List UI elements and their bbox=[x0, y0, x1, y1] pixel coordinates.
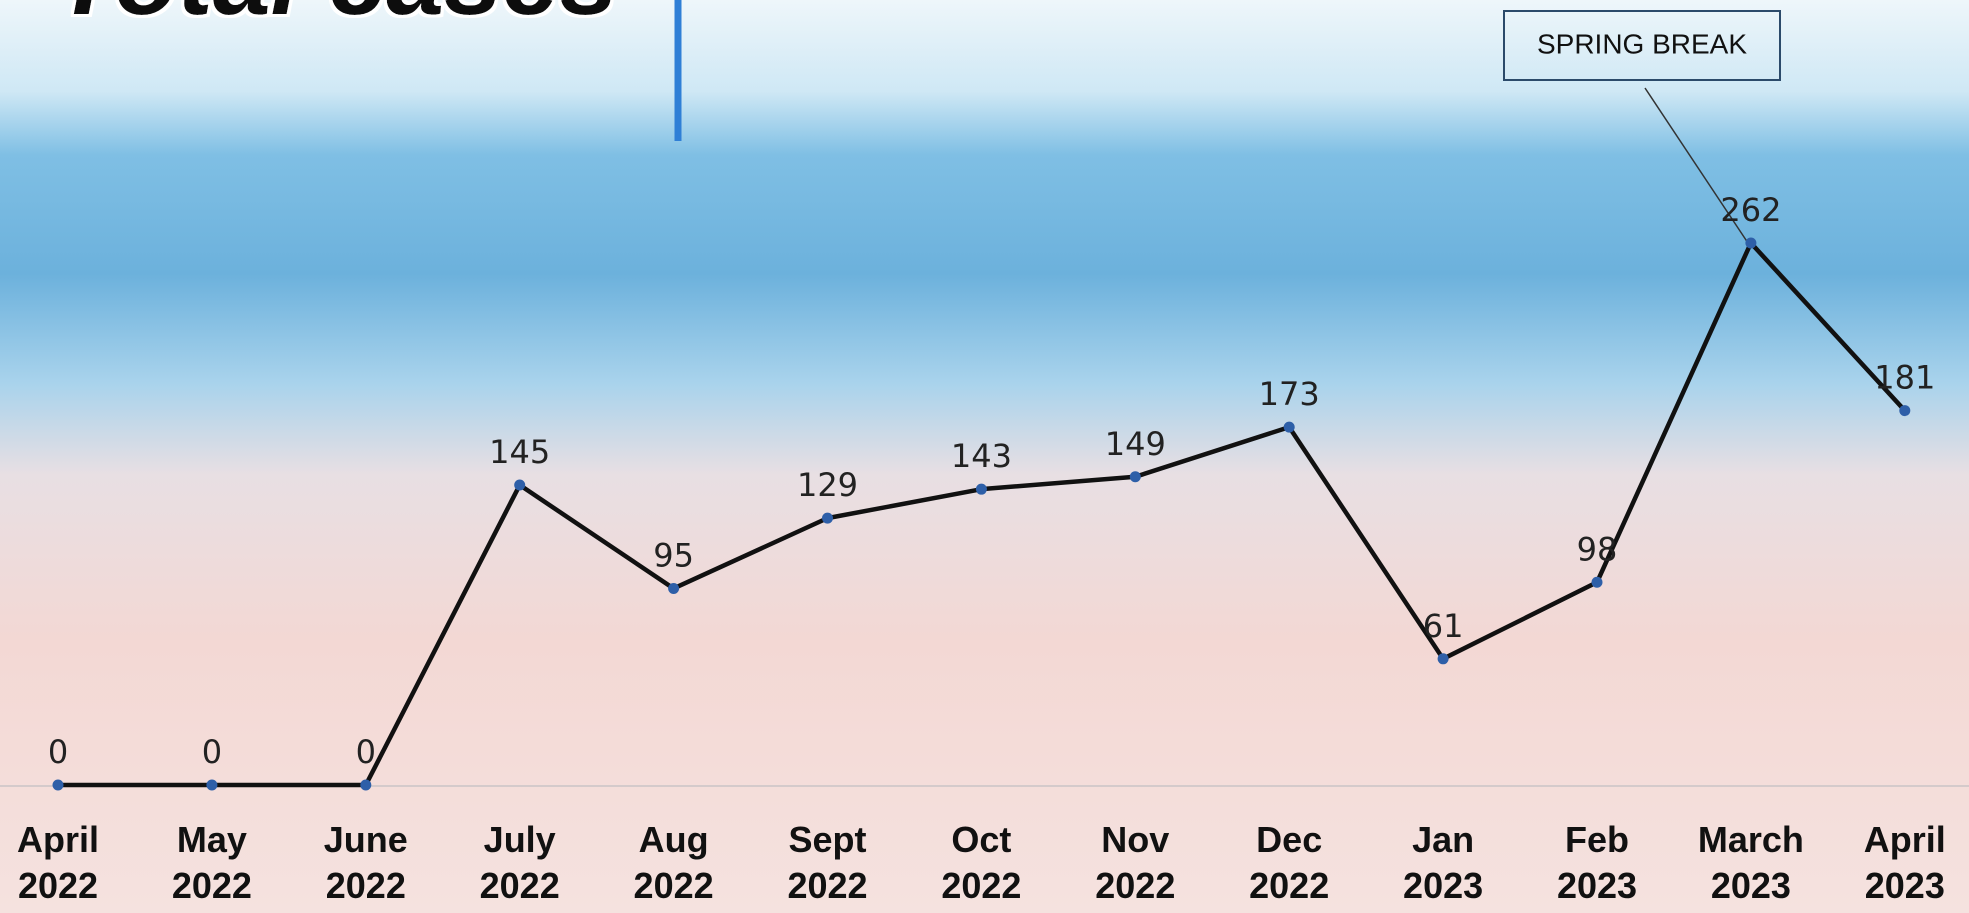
data-label: 0 bbox=[202, 733, 222, 771]
marker bbox=[360, 779, 372, 791]
x-tick-label: July 2022 bbox=[480, 819, 560, 906]
marker bbox=[1283, 421, 1295, 433]
x-tick-label: Sept 2022 bbox=[787, 819, 867, 906]
data-label: 173 bbox=[1259, 375, 1320, 413]
annotation-leader bbox=[1644, 87, 1749, 244]
annotation-box bbox=[1503, 10, 1781, 81]
x-tick-label: May 2022 bbox=[172, 819, 252, 906]
data-label: 145 bbox=[489, 433, 550, 471]
marker bbox=[1129, 471, 1141, 483]
x-tick-label: March 2023 bbox=[1698, 819, 1804, 906]
data-label: 149 bbox=[1105, 425, 1166, 463]
marker bbox=[822, 512, 833, 524]
x-tick-label: Oct 2022 bbox=[941, 819, 1021, 906]
marker bbox=[1591, 576, 1603, 588]
marker bbox=[975, 483, 987, 495]
x-tick-label: April 2023 bbox=[1864, 819, 1946, 906]
x-tick-label: Aug 2022 bbox=[634, 819, 714, 906]
data-label: 143 bbox=[951, 437, 1012, 475]
marker bbox=[1745, 237, 1757, 249]
x-tick-label: Dec 2022 bbox=[1249, 819, 1329, 906]
chart-title: Total cases bbox=[55, 0, 618, 37]
data-label: 61 bbox=[1423, 607, 1464, 645]
data-label: 98 bbox=[1577, 530, 1618, 568]
marker bbox=[206, 779, 218, 791]
annotation: SPRING BREAK bbox=[1537, 28, 1747, 59]
marker bbox=[668, 582, 680, 594]
data-label: 262 bbox=[1720, 191, 1781, 229]
marker bbox=[514, 479, 526, 491]
x-tick-label: Nov 2022 bbox=[1095, 819, 1175, 906]
data-label: 129 bbox=[797, 466, 858, 504]
data-label: 0 bbox=[356, 733, 376, 771]
data-label: 95 bbox=[653, 536, 694, 574]
x-tick-label: Feb 2023 bbox=[1557, 819, 1637, 906]
marker bbox=[1437, 653, 1449, 665]
x-tick-label: April 2022 bbox=[17, 819, 99, 906]
data-label: 181 bbox=[1874, 359, 1935, 397]
x-tick-label: June 2022 bbox=[324, 819, 408, 906]
data-label: 0 bbox=[48, 733, 68, 771]
marker bbox=[52, 779, 64, 791]
x-tick-label: Jan 2023 bbox=[1403, 819, 1483, 906]
marker bbox=[1899, 405, 1911, 417]
